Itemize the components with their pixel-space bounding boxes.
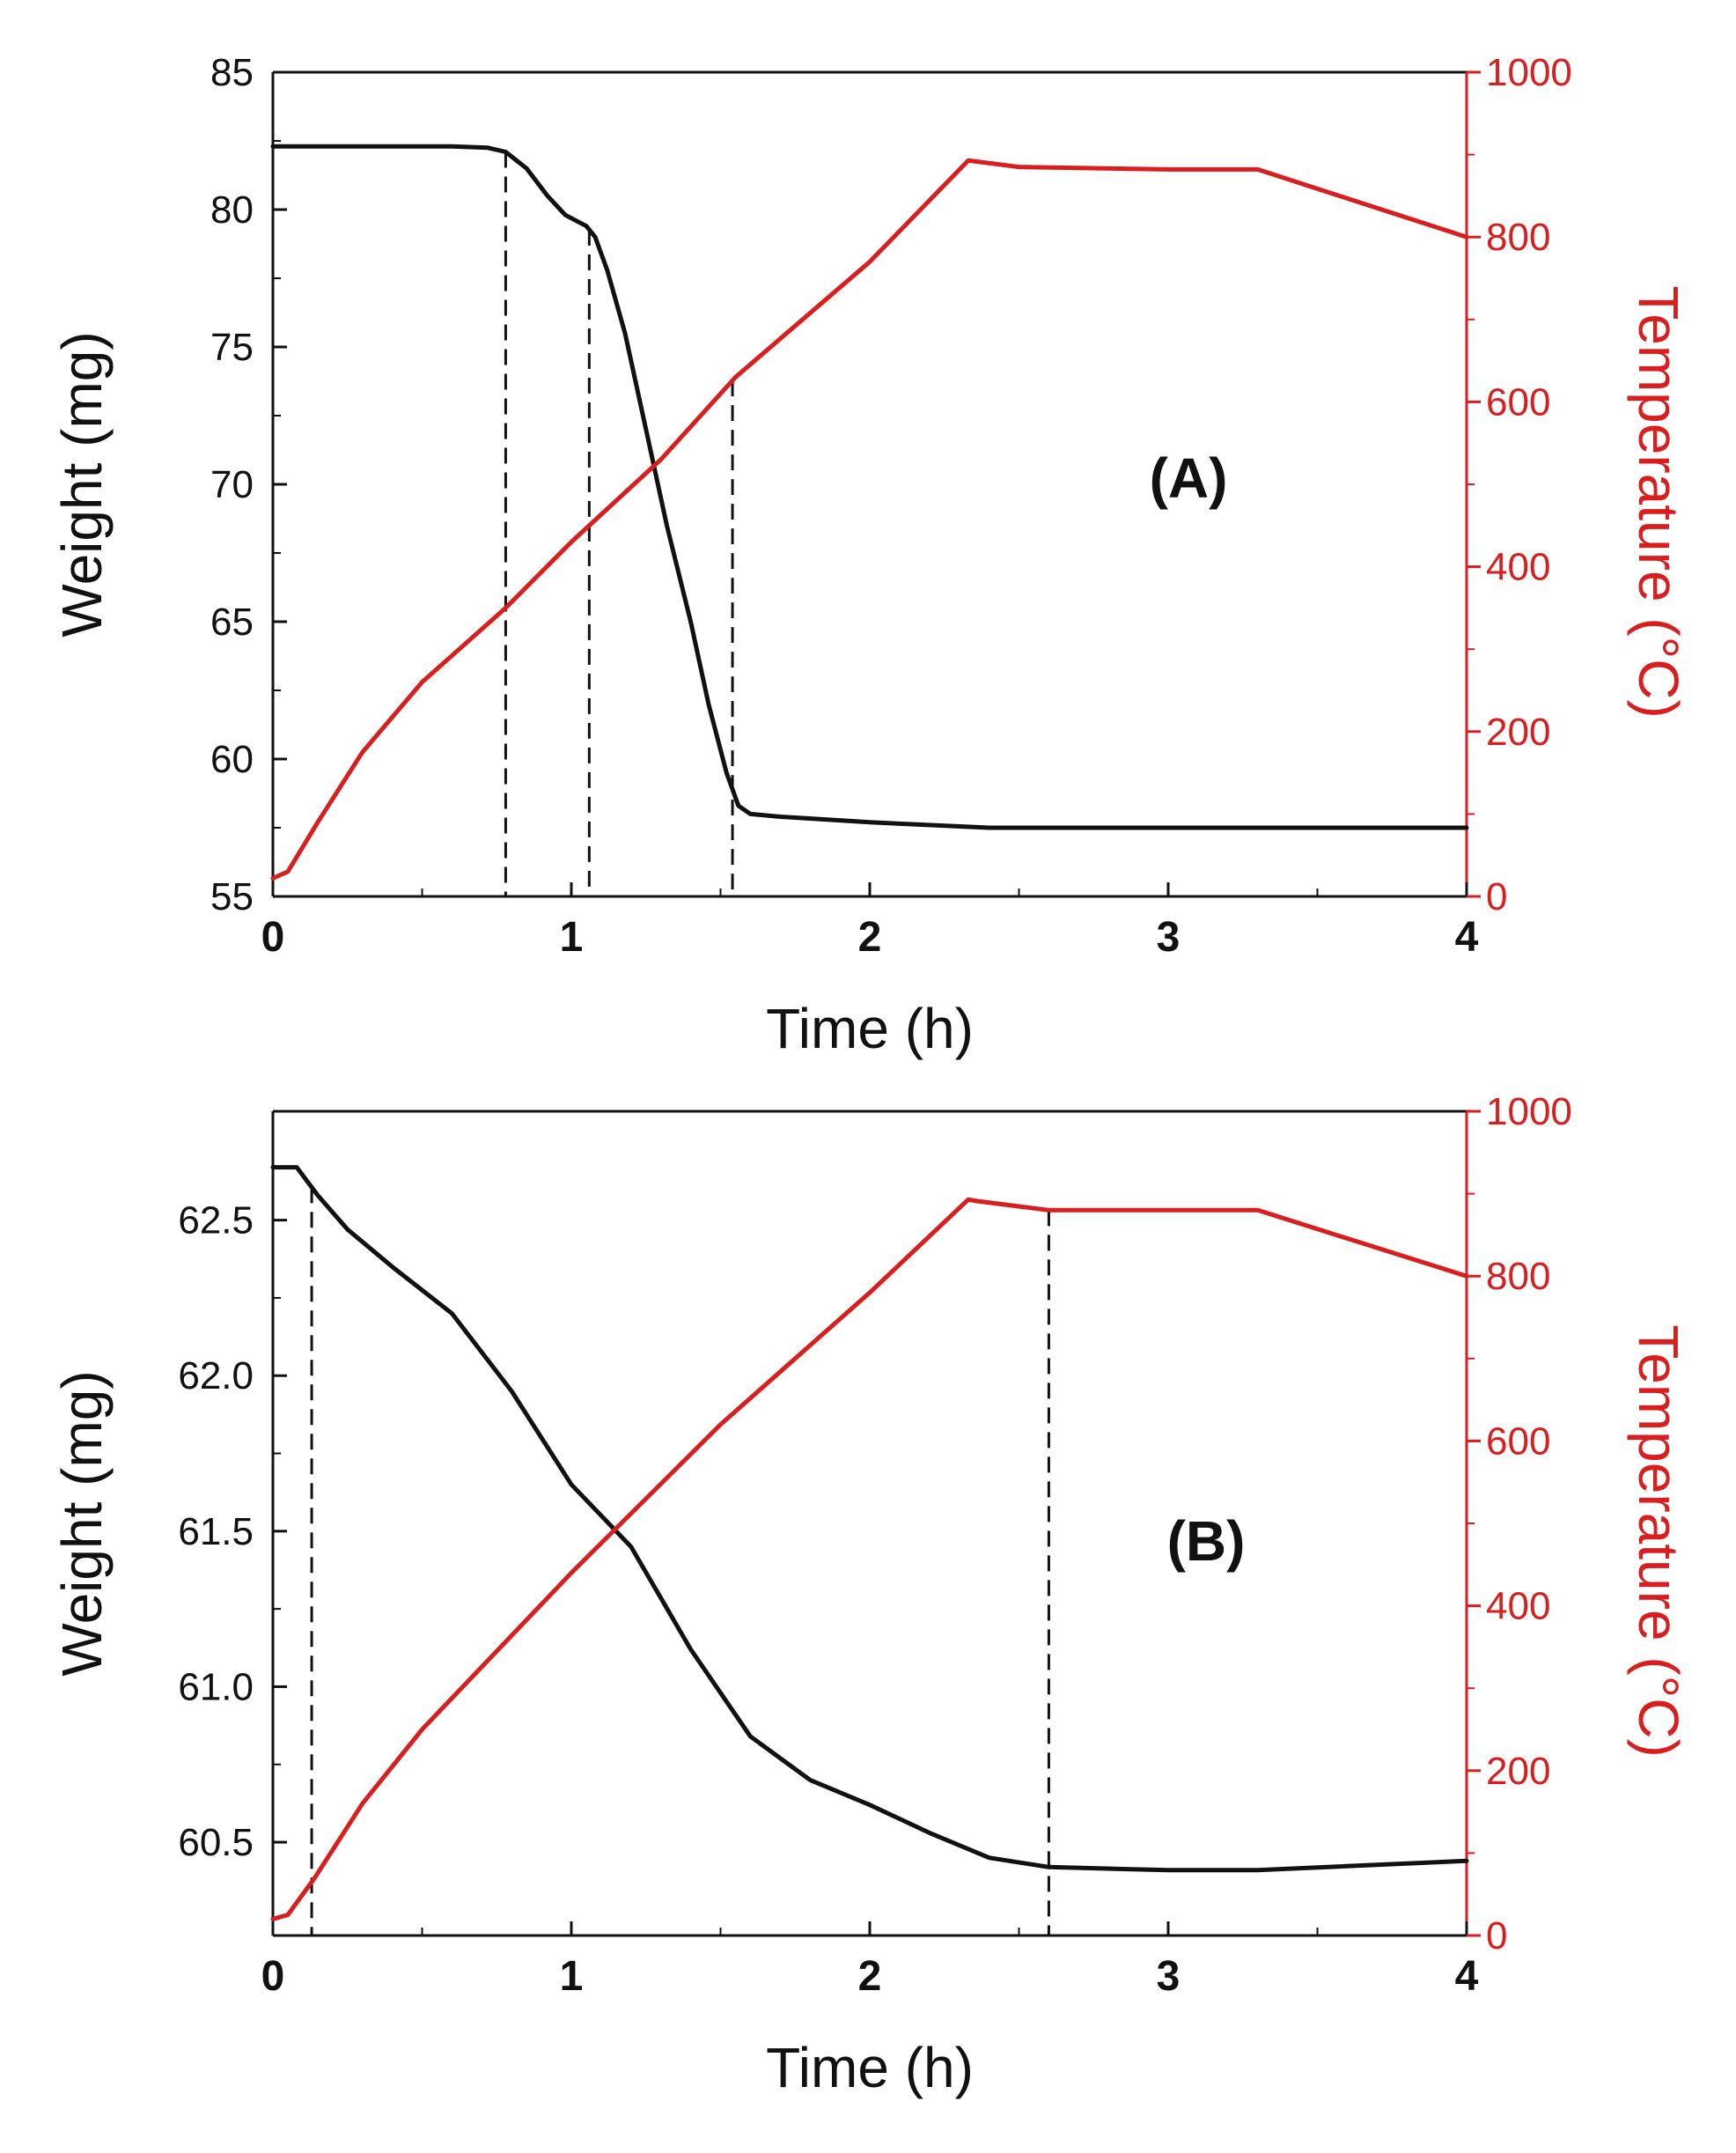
- y-left-tick-label: 62.0: [178, 1354, 254, 1397]
- y-right-tick-label: 1000: [1486, 1090, 1572, 1133]
- y-left-tick-label: 60: [210, 738, 254, 781]
- x-tick-label: 4: [1455, 1953, 1479, 2000]
- x-axis-title: Time (h): [766, 997, 974, 1060]
- y-left-tick-label: 70: [210, 463, 254, 506]
- weight-series-line: [270, 144, 1469, 830]
- y-right-axis-title: Temperature (°C): [1627, 285, 1690, 719]
- chart-panel-b: 0 1 2 3 4 60.5 61.0 61.5 62.0 62.5 0 200 400 600 800 10…: [50, 1090, 1690, 2099]
- x-tick-label: 1: [560, 1953, 584, 2000]
- y-left-tick-label: 55: [210, 875, 254, 918]
- y-right-tick-label: 0: [1486, 1914, 1507, 1958]
- y-right-tick-label: 400: [1486, 546, 1550, 589]
- y-right-tick-label: 600: [1486, 380, 1550, 424]
- y-right-tick-label: 200: [1486, 1750, 1550, 1793]
- y-right-tick-label: 200: [1486, 711, 1550, 754]
- y-right-tick-label: 1000: [1486, 51, 1572, 94]
- x-tick-label: 2: [858, 914, 882, 961]
- y-left-axis-title: Weight (mg): [50, 331, 114, 637]
- y-left-tick-label: 85: [210, 51, 254, 94]
- y-left-tick-label: 75: [210, 326, 254, 369]
- y-left-tick-label: 61.0: [178, 1665, 254, 1708]
- x-tick-label: 3: [1157, 914, 1181, 961]
- y-left-tick-label: 80: [210, 188, 254, 232]
- x-tick-label: 0: [261, 914, 285, 961]
- temperature-series-line: [270, 1197, 1469, 1921]
- y-left-tick-label: 60.5: [178, 1821, 254, 1864]
- y-right-tick-label: 0: [1486, 875, 1507, 918]
- y-right-tick-label: 800: [1486, 1255, 1550, 1298]
- x-axis-title: Time (h): [766, 2036, 974, 2099]
- y-left-tick-label: 62.5: [178, 1199, 254, 1242]
- weight-series-line: [270, 1165, 1469, 1873]
- y-left-tick-label: 61.5: [178, 1510, 254, 1553]
- temperature-series-line: [270, 158, 1469, 881]
- x-tick-label: 1: [560, 914, 584, 961]
- y-right-tick-label: 400: [1486, 1585, 1550, 1628]
- x-tick-label: 0: [261, 1953, 285, 2000]
- panel-label: (A): [1150, 446, 1228, 510]
- x-tick-label: 2: [858, 1953, 882, 2000]
- y-right-axis-title: Temperature (°C): [1627, 1324, 1690, 1758]
- chart-panel-a: 0 1 2 3 4 55 60 65 70 75 80 85 0 200 400 600 800 1000 Time…: [50, 51, 1690, 1060]
- x-tick-label: 4: [1455, 914, 1479, 961]
- panel-label: (B): [1167, 1509, 1246, 1573]
- x-tick-label: 3: [1157, 1953, 1181, 2000]
- y-left-axis-title: Weight (mg): [50, 1370, 114, 1676]
- y-right-tick-label: 600: [1486, 1419, 1550, 1463]
- y-right-tick-label: 800: [1486, 216, 1550, 259]
- y-left-tick-label: 65: [210, 601, 254, 644]
